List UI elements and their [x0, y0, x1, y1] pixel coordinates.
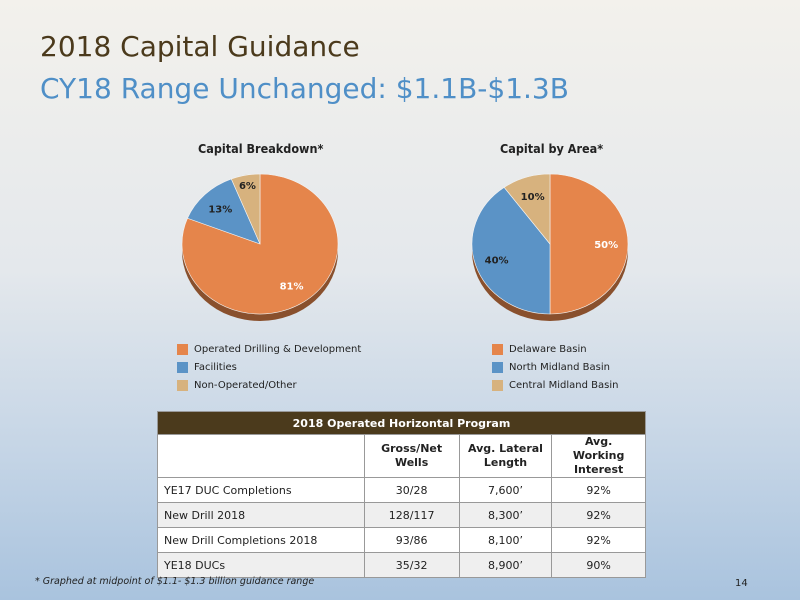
pie-slice-0	[181, 173, 339, 315]
table-cell: New Drill 2018	[157, 502, 365, 528]
pie-data-label: 10%	[521, 192, 545, 203]
legend-label: Central Midland Basin	[509, 379, 619, 391]
legend-item: North Midland Basin	[492, 358, 618, 376]
table-cell: YE17 DUC Completions	[157, 477, 365, 503]
table-header-cell: Avg. Lateral Length	[458, 434, 553, 478]
table-cell: 128/117	[363, 502, 460, 528]
pie-slice-1	[187, 178, 261, 245]
table-row: YE17 DUC Completions 30/28 7,600’ 92%	[157, 477, 646, 503]
pie-slice-1	[471, 186, 551, 315]
legend-swatch	[177, 361, 188, 373]
chart-title-capital-breakdown: Capital Breakdown*	[198, 141, 324, 156]
table-cell: New Drill Completions 2018	[157, 527, 365, 553]
operated-horizontal-program-table: 2018 Operated Horizontal Program Gross/N…	[157, 411, 646, 578]
legend-label: Delaware Basin	[509, 343, 587, 355]
pie-slice-2	[230, 173, 261, 245]
legend-item: Facilities	[177, 358, 361, 376]
slide-subtitle: CY18 Range Unchanged: $1.1B-$1.3B	[40, 72, 569, 105]
pie-data-label: 13%	[208, 204, 232, 215]
table-cell: 8,100’	[458, 527, 553, 553]
table-cell: 92%	[551, 502, 646, 528]
table-cell: 35/32	[363, 552, 460, 578]
table-row: YE18 DUCs 35/32 8,900’ 90%	[157, 552, 646, 578]
table-cell: 7,600’	[458, 477, 553, 503]
table-cell: 92%	[551, 527, 646, 553]
legend-item: Non-Operated/Other	[177, 376, 361, 394]
pie-data-label: 6%	[239, 181, 256, 192]
page-number: 14	[735, 578, 748, 589]
pie-chart-capital-breakdown: 81% 13% 6%	[181, 173, 339, 321]
legend-swatch	[492, 343, 503, 355]
legend-capital-breakdown: Operated Drilling & Development Facilitie…	[177, 340, 361, 394]
legend-item: Operated Drilling & Development	[177, 340, 361, 358]
table-cell: 90%	[551, 552, 646, 578]
chart-title-capital-by-area: Capital by Area*	[500, 141, 604, 156]
table-cell: 93/86	[363, 527, 460, 553]
legend-label: North Midland Basin	[509, 361, 610, 373]
legend-label: Operated Drilling & Development	[194, 343, 362, 355]
table-header-cell	[157, 434, 365, 478]
legend-capital-by-area: Delaware Basin North Midland Basin Central…	[492, 340, 618, 394]
legend-swatch	[492, 379, 503, 391]
table-cell: 92%	[551, 477, 646, 503]
table-row: New Drill Completions 2018 93/86 8,100’ …	[157, 527, 646, 553]
table-row: New Drill 2018 128/117 8,300’ 92%	[157, 502, 646, 528]
table-cell: 8,300’	[458, 502, 553, 528]
pie-slice-2	[503, 173, 551, 245]
table-cell: YE18 DUCs	[157, 552, 365, 578]
legend-label: Non-Operated/Other	[194, 379, 297, 391]
legend-label: Facilities	[194, 361, 237, 373]
pie-data-label: 81%	[280, 282, 304, 293]
pie-data-label: 50%	[594, 240, 618, 251]
legend-item: Central Midland Basin	[492, 376, 618, 394]
table-title: 2018 Operated Horizontal Program	[157, 411, 646, 435]
pie-slice-0	[549, 173, 629, 315]
table-cell: 8,900’	[458, 552, 553, 578]
pie-chart-capital-by-area: 50% 40% 10%	[471, 173, 629, 321]
legend-swatch	[492, 361, 503, 373]
legend-swatch	[177, 379, 188, 391]
slide-title: 2018 Capital Guidance	[40, 30, 360, 63]
pie-data-label: 40%	[485, 256, 509, 267]
table-header-cell: Avg. Working Interest	[551, 434, 646, 478]
table-header-cell: Gross/Net Wells	[363, 434, 460, 478]
table-cell: 30/28	[363, 477, 460, 503]
legend-swatch	[177, 343, 188, 355]
table-header-row: Gross/Net Wells Avg. Lateral Length Avg.…	[157, 434, 646, 478]
footnote: * Graphed at midpoint of $1.1- $1.3 bill…	[35, 576, 315, 587]
legend-item: Delaware Basin	[492, 340, 618, 358]
